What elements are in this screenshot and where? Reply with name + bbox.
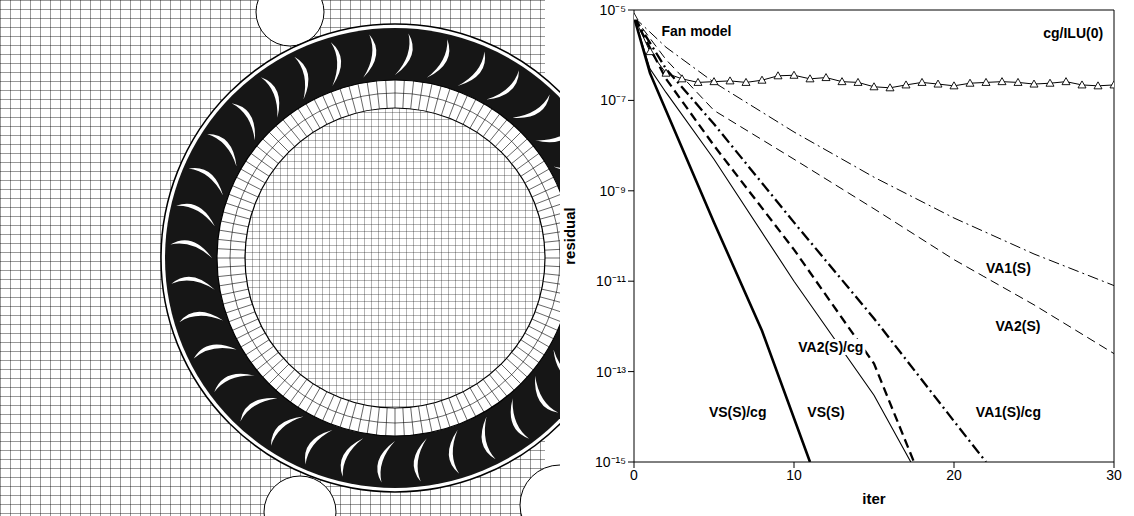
svg-text:10⁻⁷: 10⁻⁷	[600, 92, 626, 108]
svg-text:10: 10	[786, 467, 802, 483]
svg-text:10⁻¹⁵: 10⁻¹⁵	[595, 454, 626, 470]
html-text:VA2(S)/cg: VA2(S)/cg	[798, 338, 864, 355]
svg-text:10⁻¹¹: 10⁻¹¹	[596, 273, 626, 289]
svg-text:10⁻⁵: 10⁻⁵	[600, 2, 626, 18]
html-text:VA1(S)/cg: VA1(S)/cg	[975, 404, 1041, 421]
html-text:Fan model: Fan model	[661, 22, 732, 39]
svg-text:10⁻⁹: 10⁻⁹	[599, 183, 626, 199]
html-text:VA1(S): VA1(S)	[986, 259, 1031, 276]
html-text:VS(S): VS(S)	[807, 404, 845, 421]
svg-text:iter: iter	[862, 490, 886, 507]
svg-text:residual: residual	[561, 207, 578, 265]
svg-text:20: 20	[946, 467, 962, 483]
svg-text:10⁻¹³: 10⁻¹³	[596, 364, 626, 380]
html-text:VA2(S): VA2(S)	[995, 318, 1041, 335]
html-text:cg/ILU(0): cg/ILU(0)	[1043, 24, 1104, 41]
svg-text:30: 30	[1106, 467, 1122, 483]
html-text:VS(S)/cg: VS(S)/cg	[708, 404, 767, 421]
svg-text:0: 0	[630, 467, 638, 483]
